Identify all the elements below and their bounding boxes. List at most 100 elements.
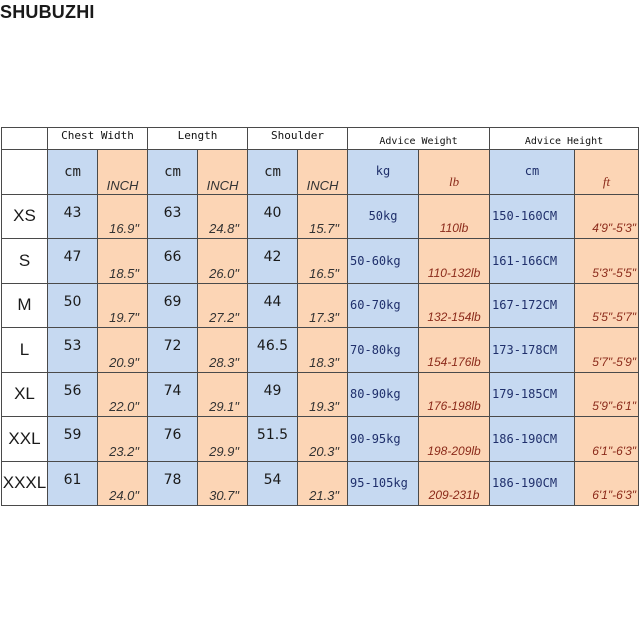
shoulder-cm-cell: 49 [247, 371, 299, 418]
chest-inch-unit: INCH [96, 149, 149, 195]
table-row: S 47 18.5" 66 26.0" 42 16.5" 50-60kg 110-132lb 16… [1, 238, 640, 284]
brand-name: SHUBUZHI [0, 2, 95, 22]
weight-kg-unit: kg [347, 149, 420, 195]
weight-kg-cell: 80-90kg [347, 371, 420, 418]
shoulder-cm-cell: 46.5 [247, 327, 299, 373]
size-label: XS [1, 193, 48, 240]
height-cm-cell: 173-178CM [489, 327, 576, 373]
weight-kg-cell: 50kg [347, 193, 420, 240]
height-cm-cell: 167-172CM [489, 282, 576, 329]
height-cm-cell: 150-160CM [489, 193, 576, 240]
length-cm-cell: 72 [147, 327, 199, 373]
length-inch-cell: 27.2" [197, 282, 249, 329]
weight-kg-cell: 70-80kg [347, 327, 420, 373]
length-cm-cell: 69 [147, 282, 199, 329]
height-ft-cell: 5'3"-5'5" [574, 238, 640, 284]
length-cm-cell: 63 [147, 193, 199, 240]
height-ft-cell: 5'5"-5'7" [574, 282, 640, 329]
weight-lb-cell: 110lb [418, 193, 491, 240]
size-chart-table: Chest Width Length Shoulder Advice Weigh… [1, 126, 640, 507]
chest-cm-cell: 59 [47, 416, 98, 462]
shoulder-inch-cell: 17.3" [297, 282, 349, 329]
shoulder-inch-cell: 18.3" [297, 327, 349, 373]
weight-lb-cell: 209-231b [418, 460, 491, 507]
chest-cm-cell: 43 [47, 193, 98, 240]
weight-kg-cell: 60-70kg [347, 282, 420, 329]
length-inch-cell: 29.1" [197, 371, 249, 418]
chest-inch-cell: 16.9" [96, 193, 149, 240]
weight-lb-unit: lb [418, 149, 491, 195]
height-cm-cell: 179-185CM [489, 371, 576, 418]
weight-kg-cell: 95-105kg [347, 460, 420, 507]
length-inch-cell: 28.3" [197, 327, 249, 373]
size-label: XL [1, 371, 48, 418]
height-cm-unit: cm [489, 149, 576, 195]
weight-lb-cell: 154-176lb [418, 327, 491, 373]
chest-cm-unit: cm [47, 149, 98, 195]
table-row: L 53 20.9" 72 28.3" 46.5 18.3" 70-80kg 154-176lb… [1, 327, 640, 373]
length-cm-unit: cm [147, 149, 199, 195]
length-inch-cell: 30.7" [197, 460, 249, 507]
weight-lb-cell: 132-154lb [418, 282, 491, 329]
unit-corner-cell [1, 149, 48, 195]
shoulder-inch-cell: 15.7" [297, 193, 349, 240]
shoulder-cm-cell: 40 [247, 193, 299, 240]
size-label: M [1, 282, 48, 329]
unit-row: cm INCH cm INCH cm INCH kg lb cm ft [1, 149, 640, 195]
size-label: L [1, 327, 48, 373]
chest-inch-cell: 24.0" [96, 460, 149, 507]
table-row: XXL 59 23.2" 76 29.9" 51.5 20.3" 90-95kg 198-209… [1, 416, 640, 462]
table-row: M 50 19.7" 69 27.2" 44 17.3" 60-70kg 132-154lb 16… [1, 282, 640, 329]
shoulder-inch-cell: 19.3" [297, 371, 349, 418]
shoulder-cm-cell: 51.5 [247, 416, 299, 462]
size-label: XXL [1, 416, 48, 462]
weight-lb-cell: 198-209lb [418, 416, 491, 462]
length-cm-cell: 78 [147, 460, 199, 507]
table-row: XXXL 61 24.0" 78 30.7" 54 21.3" 95-105kg 209-231… [1, 460, 640, 507]
shoulder-cm-cell: 42 [247, 238, 299, 284]
shoulder-inch-unit: INCH [297, 149, 349, 195]
height-ft-cell: 6'1"-6'3" [574, 416, 640, 462]
chest-inch-cell: 18.5" [96, 238, 149, 284]
shoulder-header: Shoulder [247, 126, 349, 151]
length-cm-cell: 74 [147, 371, 199, 418]
height-ft-cell: 6'1"-6'3" [574, 460, 640, 507]
corner-cell [1, 126, 48, 151]
length-cm-cell: 76 [147, 416, 199, 462]
weight-lb-cell: 110-132lb [418, 238, 491, 284]
height-cm-cell: 186-190CM [489, 460, 576, 507]
table-row: XL 56 22.0" 74 29.1" 49 19.3" 80-90kg 176-198lb 1… [1, 371, 640, 418]
height-ft-cell: 4'9"-5'3" [574, 193, 640, 240]
chest-cm-cell: 53 [47, 327, 98, 373]
chest-cm-cell: 50 [47, 282, 98, 329]
chest-width-header: Chest Width [46, 126, 149, 151]
length-inch-cell: 26.0" [197, 238, 249, 284]
length-inch-unit: INCH [197, 149, 249, 195]
chest-inch-cell: 19.7" [96, 282, 149, 329]
shoulder-inch-cell: 16.5" [297, 238, 349, 284]
length-inch-cell: 29.9" [197, 416, 249, 462]
height-ft-cell: 5'9"-6'1" [574, 371, 640, 418]
shoulder-cm-cell: 44 [247, 282, 299, 329]
height-cm-cell: 161-166CM [489, 238, 576, 284]
shoulder-inch-cell: 21.3" [297, 460, 349, 507]
height-ft-cell: 5'7"-5'9" [574, 327, 640, 373]
weight-kg-cell: 90-95kg [347, 416, 420, 462]
height-ft-unit: ft [574, 149, 640, 195]
weight-kg-cell: 50-60kg [347, 238, 420, 284]
chest-cm-cell: 47 [47, 238, 98, 284]
length-header: Length [147, 126, 249, 151]
chest-cm-cell: 56 [47, 371, 98, 418]
advice-weight-header: Advice Weight [347, 126, 491, 151]
chest-cm-cell: 61 [47, 460, 98, 507]
height-cm-cell: 186-190CM [489, 416, 576, 462]
chest-inch-cell: 23.2" [96, 416, 149, 462]
size-label: S [1, 238, 48, 284]
shoulder-inch-cell: 20.3" [297, 416, 349, 462]
chest-inch-cell: 22.0" [96, 371, 149, 418]
size-label: XXXL [1, 460, 48, 507]
shoulder-cm-unit: cm [247, 149, 299, 195]
header-row: Chest Width Length Shoulder Advice Weigh… [1, 126, 640, 151]
table-row: XS 43 16.9" 63 24.8" 40 15.7" 50kg 110lb 150-160C… [1, 193, 640, 240]
weight-lb-cell: 176-198lb [418, 371, 491, 418]
